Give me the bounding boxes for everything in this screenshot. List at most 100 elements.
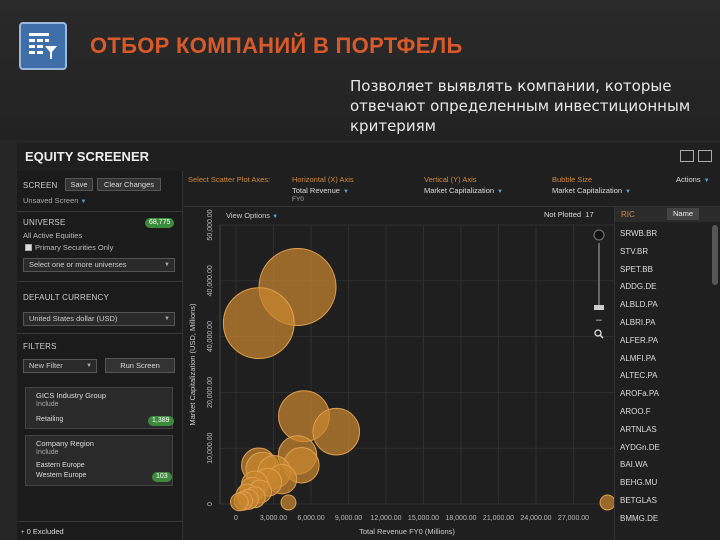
checkbox-icon[interactable] xyxy=(25,244,32,251)
ric-list-item[interactable]: ARTNLAS xyxy=(620,424,657,434)
screen-label: SCREEN xyxy=(23,181,58,190)
vertical-axis-select[interactable]: Market Capitalization ▼ xyxy=(424,186,503,195)
filter-mode: Include xyxy=(36,401,59,408)
x-tick-label: 6,000.00 xyxy=(297,515,324,522)
filter-table-icon xyxy=(19,22,67,70)
slide-description: Позволяет выявлять компании, которые отв… xyxy=(350,77,691,135)
y-axis-label: Market Capitalization (USD, Millions) xyxy=(188,303,197,426)
data-point xyxy=(280,494,297,511)
x-tick-label: 24,000.00 xyxy=(520,515,551,522)
currency-label: DEFAULT CURRENCY xyxy=(23,293,110,302)
save-button[interactable]: Save xyxy=(65,178,93,191)
ric-list-item[interactable]: ALMFI.PA xyxy=(620,353,656,363)
filter-value: Western Europe xyxy=(36,472,87,479)
scrollbar[interactable] xyxy=(712,225,718,285)
x-tick-label: 3,000.00 xyxy=(260,515,287,522)
ric-list-item[interactable]: BMMG.DE xyxy=(620,513,659,523)
app-title: EQUITY SCREENER xyxy=(25,149,150,164)
ric-list-item[interactable]: ALFER.PA xyxy=(620,335,659,345)
chevron-down-icon: ▼ xyxy=(497,189,503,195)
x-tick-label: 18,000.00 xyxy=(445,515,476,522)
slide-title: ОТБОР КОМПАНИЙ В ПОРТФЕЛЬ xyxy=(90,33,463,58)
top-icons xyxy=(680,150,712,162)
ric-list-item[interactable]: BETGLAS xyxy=(620,496,657,505)
vertical-axis-label: Vertical (Y) Axis xyxy=(424,175,477,184)
filters-label: FILTERS xyxy=(23,342,57,351)
ric-list-item[interactable]: SRWB.BR xyxy=(620,229,658,238)
bubble-size-label: Bubble Size xyxy=(552,175,593,184)
not-plotted-indicator[interactable]: Not Plotted 17 xyxy=(544,210,594,219)
data-point xyxy=(599,494,614,511)
grid-view-icon[interactable] xyxy=(680,150,694,162)
ric-list-item[interactable]: BAI.WA xyxy=(620,460,648,470)
primary-only-checkbox[interactable]: Primary Securities Only xyxy=(25,243,113,252)
y-tick-label: 50,000.00 xyxy=(207,209,214,240)
scatter-chart-area: View Options ▼ Not Plotted 17 0 3,000.00 6… xyxy=(184,207,614,540)
data-point xyxy=(312,407,361,456)
ric-list-item[interactable]: SPET.BB xyxy=(620,264,653,274)
ric-list-item[interactable]: BEHG.MU xyxy=(620,478,658,488)
horizontal-axis-select[interactable]: Total Revenue ▼ xyxy=(292,186,349,195)
ric-list-item[interactable]: AYDGn.DE xyxy=(620,442,660,452)
ric-list-item[interactable]: AROO.F xyxy=(620,407,651,416)
run-screen-button[interactable]: Run Screen xyxy=(105,358,175,373)
ric-column-header[interactable]: RIC xyxy=(621,210,635,219)
universe-select[interactable]: Select one or more universes xyxy=(23,258,175,272)
data-point xyxy=(230,492,249,512)
scatter-plot[interactable]: 0 3,000.00 6,000.00 9,000.00 12,000.00 15,000… xyxy=(184,207,614,540)
ric-list-item[interactable]: STV.BR xyxy=(620,246,649,256)
chevron-down-icon: ▼ xyxy=(625,189,631,195)
screen-name-dropdown[interactable]: Unsaved Screen ▼ xyxy=(23,196,87,205)
y-tick-label: 10,000.00 xyxy=(207,433,214,464)
filter-mode: Include xyxy=(36,449,59,456)
filter-title: Company Region xyxy=(36,439,94,448)
ric-list-item[interactable]: ALBRI.PA xyxy=(620,318,656,327)
filter-card-gics[interactable]: GICS Industry Group Include Retailing 1,… xyxy=(25,387,174,429)
svg-text:−: − xyxy=(595,316,603,326)
bubble-size-select[interactable]: Market Capitalization ▼ xyxy=(552,186,631,195)
x-tick-label: 12,000.00 xyxy=(370,515,401,522)
y-tick-label: 40,000.00 xyxy=(207,265,214,296)
actions-menu[interactable]: Actions ▼ xyxy=(676,175,710,184)
divider xyxy=(17,281,183,282)
x-tick-label: 21,000.00 xyxy=(483,515,514,522)
divider xyxy=(17,333,183,334)
zoom-slider[interactable]: − xyxy=(592,229,606,339)
filter-count-badge: 1,389 xyxy=(148,416,174,426)
ric-list-item[interactable]: ADDG.DE xyxy=(620,282,657,292)
slide-header: ОТБОР КОМПАНИЙ В ПОРТФЕЛЬ Позволяет выяв… xyxy=(0,0,720,140)
ric-list-header: RIC Name xyxy=(615,207,720,222)
name-column-header[interactable]: Name xyxy=(667,208,699,220)
ric-list-item[interactable]: AROFa.PA xyxy=(620,389,659,399)
new-filter-select[interactable]: New Filter xyxy=(23,359,97,373)
x-tick-label: 15,000.00 xyxy=(408,515,439,522)
filter-value: Retailing xyxy=(36,416,64,423)
y-tick-label: 20,000.00 xyxy=(207,377,214,408)
left-panel: SCREEN Save Clear Changes Unsaved Screen… xyxy=(17,171,183,540)
x-tick-label: 0 xyxy=(234,515,238,522)
universe-scope: All Active Equities xyxy=(23,231,83,240)
filter-title: GICS Industry Group xyxy=(36,391,107,400)
divider xyxy=(17,211,183,212)
view-options-dropdown[interactable]: View Options ▼ xyxy=(226,211,279,220)
select-axes-label: Select Scatter Plot Axes: xyxy=(188,175,271,184)
scatter-view-icon[interactable] xyxy=(698,150,712,162)
universe-label: UNIVERSE xyxy=(23,218,66,227)
x-tick-label: 9,000.00 xyxy=(335,515,362,522)
x-tick-label: 27,000.00 xyxy=(558,515,589,522)
y-tick-label: 0 xyxy=(207,502,214,506)
filter-count-badge: 103 xyxy=(152,472,172,482)
excluded-toggle[interactable]: + 0 Excluded xyxy=(21,527,64,536)
filter-card-region[interactable]: Company Region Include Eastern Europe We… xyxy=(25,435,173,486)
ric-list-panel: RIC Name SRWB.BR STV.BR SPET.BB ADDG.DE ALBL… xyxy=(614,207,720,540)
universe-count-badge: 68,775 xyxy=(145,218,175,228)
horizontal-axis-period: FY0 xyxy=(292,196,304,203)
clear-changes-button[interactable]: Clear Changes xyxy=(97,178,161,191)
ric-list-item[interactable]: ALTEC.PA xyxy=(620,371,658,381)
ric-list-item[interactable]: ALBLD.PA xyxy=(620,300,658,310)
filter-value: Eastern Europe xyxy=(36,462,85,469)
x-axis-label: Total Revenue FY0 (Millions) xyxy=(359,527,455,536)
currency-select[interactable]: United States dollar (USD) xyxy=(23,312,175,326)
horizontal-axis-label: Horizontal (X) Axis xyxy=(292,175,354,184)
axis-selector-bar: Select Scatter Plot Axes: Horizontal (X)… xyxy=(184,171,720,207)
